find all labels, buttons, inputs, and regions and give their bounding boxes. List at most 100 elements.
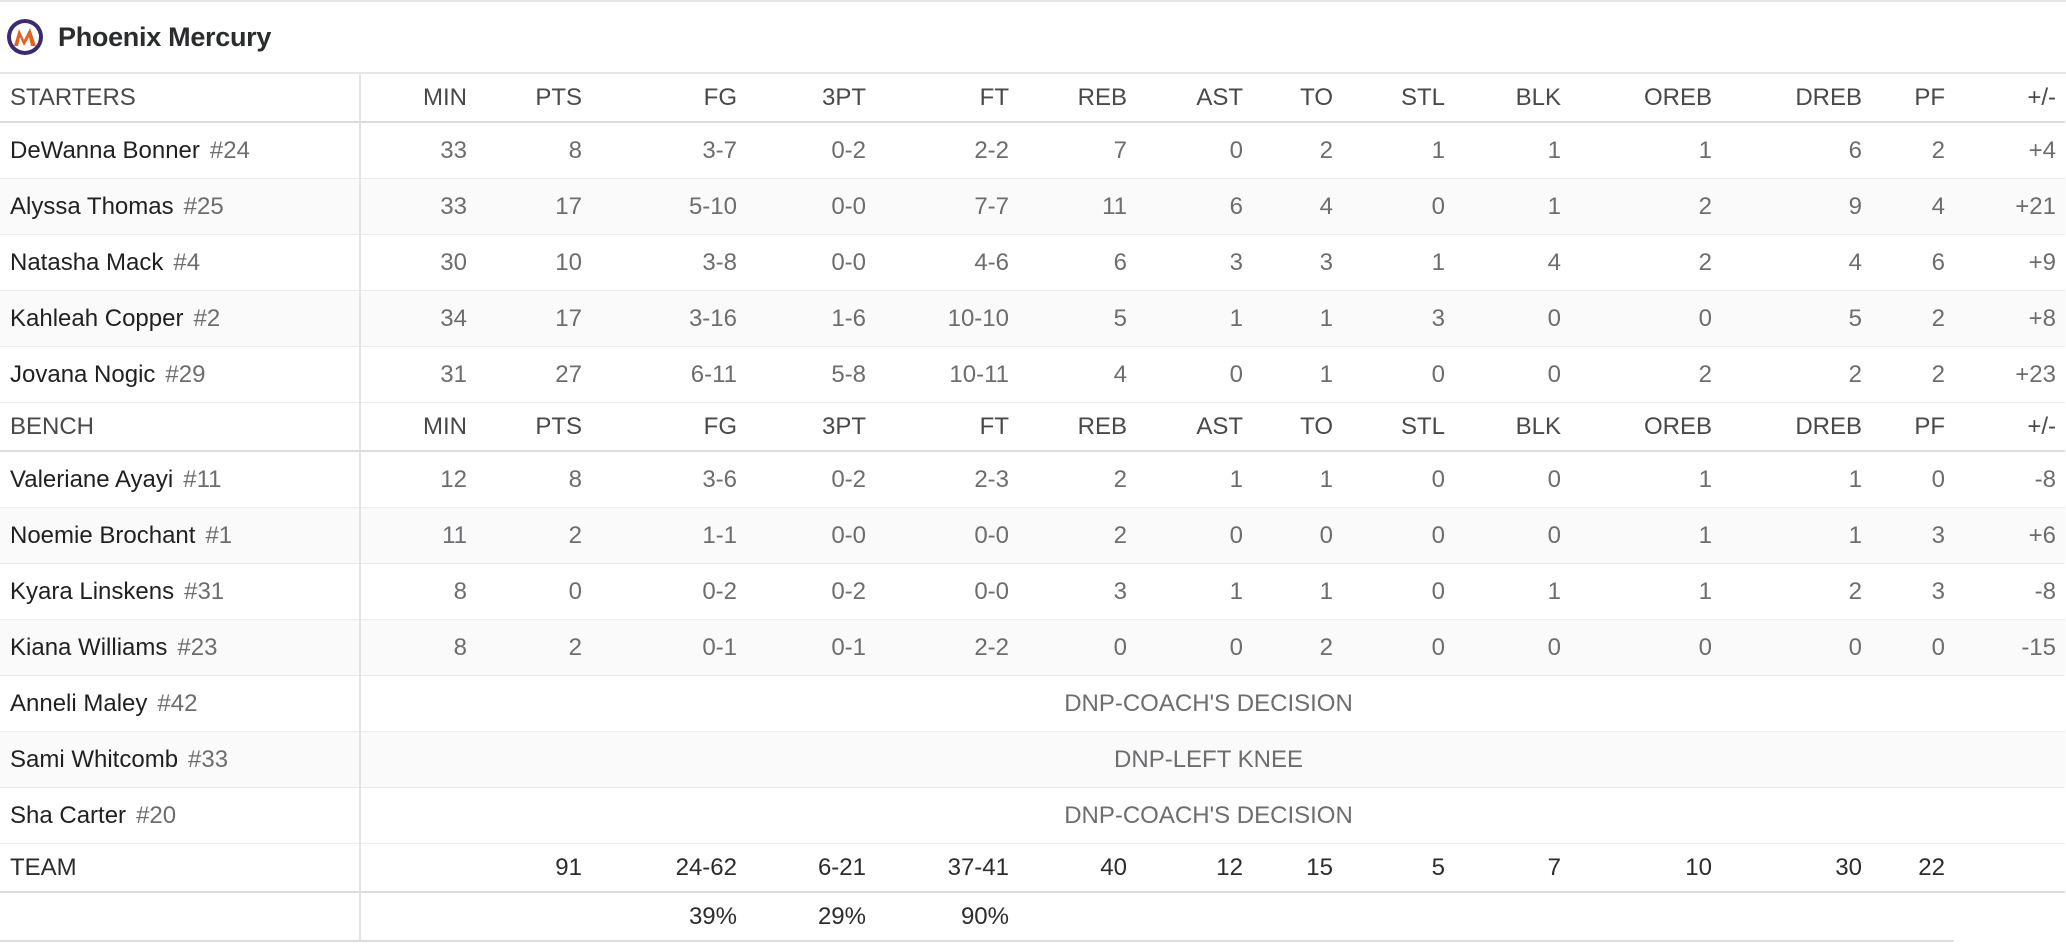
stat-cell: 6 xyxy=(1871,234,1954,291)
column-header: AST xyxy=(1136,402,1252,452)
stat-cell: 0-1 xyxy=(591,619,746,676)
stat-cell: 0 xyxy=(1871,619,1954,676)
stat-cell: 3-6 xyxy=(591,451,746,508)
stat-cell: 1 xyxy=(1252,290,1342,347)
player-cell: Kahleah Copper #2 xyxy=(0,290,361,347)
stat-cell: 1 xyxy=(1721,451,1871,508)
player-number: #29 xyxy=(165,360,206,388)
stat-cell: 0-2 xyxy=(746,563,875,620)
stat-cell: +9 xyxy=(1954,234,2065,291)
team-percentage: 90% xyxy=(875,892,1018,942)
stat-cell: 0 xyxy=(1136,507,1252,564)
player-name: Alyssa Thomas xyxy=(10,192,174,220)
empty-cell xyxy=(476,892,591,942)
empty-cell xyxy=(1721,892,1871,942)
empty-cell xyxy=(1136,892,1252,942)
stat-cell: 6 xyxy=(1018,234,1136,291)
stat-cell: 4 xyxy=(1018,346,1136,403)
stat-cell: 1 xyxy=(1570,122,1721,179)
team-stat: 6-21 xyxy=(746,843,875,893)
stat-cell: -8 xyxy=(1954,451,2065,508)
stat-cell: 1 xyxy=(1570,451,1721,508)
stat-cell: 0-2 xyxy=(746,122,875,179)
stat-cell: 10-10 xyxy=(875,290,1018,347)
player-name: Jovana Nogic xyxy=(10,360,156,388)
column-header: BLK xyxy=(1454,402,1570,452)
stat-cell: 11 xyxy=(1018,178,1136,235)
column-header: MIN xyxy=(360,74,476,123)
stat-cell: 2 xyxy=(1570,234,1721,291)
stat-cell: 0 xyxy=(1570,619,1721,676)
stat-cell: 34 xyxy=(360,290,476,347)
section-header: STARTERS MIN PTS FG 3PT FT REB AST TO STL BLK OREB D… xyxy=(0,74,2065,123)
player-name: Kahleah Copper xyxy=(10,304,184,332)
stat-cell: 0-2 xyxy=(746,451,875,508)
stat-cell: 1-1 xyxy=(591,507,746,564)
stat-cell: 1 xyxy=(1252,563,1342,620)
stat-cell: 0 xyxy=(1454,290,1570,347)
stat-cell: 2 xyxy=(1570,178,1721,235)
column-header: +/- xyxy=(1954,402,2065,452)
stat-cell: 2 xyxy=(1871,122,1954,179)
stat-cell: 1 xyxy=(1454,122,1570,179)
column-header: FG xyxy=(591,402,746,452)
stat-cell: 31 xyxy=(360,346,476,403)
player-number: #23 xyxy=(177,633,218,661)
column-header: STL xyxy=(1342,74,1454,123)
stat-cell: 8 xyxy=(360,619,476,676)
team-logo xyxy=(7,19,43,55)
stat-cell: 1 xyxy=(1570,507,1721,564)
player-number: #11 xyxy=(183,465,222,493)
stat-cell: +6 xyxy=(1954,507,2065,564)
player-cell: Sami Whitcomb #33 xyxy=(0,731,361,788)
stat-cell: 8 xyxy=(476,122,591,179)
stat-cell: 1 xyxy=(1454,563,1570,620)
stat-cell: 2 xyxy=(1871,290,1954,347)
player-name: Natasha Mack xyxy=(10,248,164,276)
player-cell: Kyara Linskens #31 xyxy=(0,563,361,620)
stat-cell: 17 xyxy=(476,178,591,235)
column-header: MIN xyxy=(360,402,476,452)
section-label: STARTERS xyxy=(0,74,361,123)
player-cell: Alyssa Thomas #25 xyxy=(0,178,361,235)
stat-cell: 2 xyxy=(476,507,591,564)
column-header: 3PT xyxy=(746,402,875,452)
player-row: Sha Carter #20 DNP-COACH'S DECISION xyxy=(0,787,2065,844)
player-number: #31 xyxy=(184,577,225,605)
stat-cell: 3-8 xyxy=(591,234,746,291)
stat-cell: 0 xyxy=(1454,619,1570,676)
player-cell: Natasha Mack #4 xyxy=(0,234,361,291)
stat-cell: 0 xyxy=(1342,178,1454,235)
player-cell: Valeriane Ayayi #11 xyxy=(0,451,361,508)
column-header: PF xyxy=(1871,74,1954,123)
team-stat: 15 xyxy=(1252,843,1342,893)
team-stat: 12 xyxy=(1136,843,1252,893)
column-header: REB xyxy=(1018,402,1136,452)
player-row: Valeriane Ayayi #11 12 8 3-6 0-2 2-3 2 1 1 0 0 1 1 0 -8 xyxy=(0,451,2065,508)
column-header: +/- xyxy=(1954,74,2065,123)
stat-cell: 7 xyxy=(1018,122,1136,179)
player-number: #42 xyxy=(157,689,198,717)
empty-cell xyxy=(1342,892,1454,942)
stat-cell: 0 xyxy=(1454,507,1570,564)
team-stat: 91 xyxy=(476,843,591,893)
stat-cell: 33 xyxy=(360,122,476,179)
empty-cell xyxy=(1454,892,1570,942)
player-row: Noemie Brochant #1 11 2 1-1 0-0 0-0 2 0 0 0 0 1 1 3 +6 xyxy=(0,507,2065,564)
stat-cell: 12 xyxy=(360,451,476,508)
stat-cell: +8 xyxy=(1954,290,2065,347)
stat-cell: 1-6 xyxy=(746,290,875,347)
stat-cell: 10-11 xyxy=(875,346,1018,403)
dnp-reason: DNP-COACH'S DECISION xyxy=(360,675,2065,732)
stats-table: STARTERS MIN PTS FG 3PT FT REB AST TO STL BLK OREB D… xyxy=(0,74,2065,942)
team-stat: 10 xyxy=(1570,843,1721,893)
player-number: #33 xyxy=(188,745,229,773)
stat-cell: 2 xyxy=(1252,619,1342,676)
player-cell: Kiana Williams #23 xyxy=(0,619,361,676)
stat-cell: 1 xyxy=(1570,563,1721,620)
empty-cell xyxy=(1018,892,1136,942)
stat-cell: 27 xyxy=(476,346,591,403)
empty-cell xyxy=(360,843,476,893)
player-name: Kiana Williams xyxy=(10,633,168,661)
stat-cell: 2 xyxy=(476,619,591,676)
